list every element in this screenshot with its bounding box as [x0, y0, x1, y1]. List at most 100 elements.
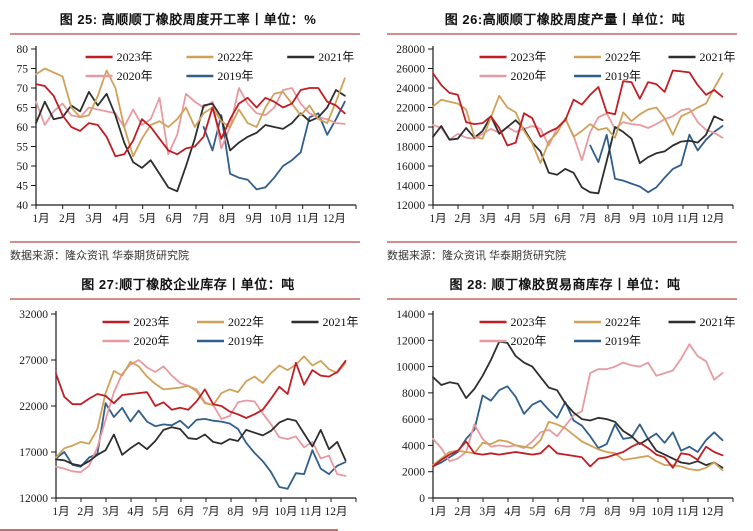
- series-line-2021年: [432, 340, 724, 469]
- x-tick-label: 12月: [325, 506, 348, 518]
- x-tick-label: 5月: [529, 506, 546, 518]
- y-tick-label: 10000: [396, 362, 425, 374]
- x-tick-label: 4月: [504, 506, 521, 518]
- y-tick-label: 22000: [396, 103, 425, 115]
- x-tick-label: 11月: [677, 213, 700, 225]
- y-tick-label: 4000: [402, 440, 425, 452]
- legend-label-2022年: 2022年: [605, 50, 641, 64]
- series-line-2019年: [55, 402, 347, 490]
- y-tick-label: 80: [17, 44, 29, 56]
- figure-28-panel: 图 28: 顺丁橡胶贸易商库存丨单位：吨 0 2000 4000 6000 8000 10…: [377, 265, 753, 531]
- series-line-2019年: [432, 385, 724, 468]
- x-tick-label: 9月: [629, 213, 646, 225]
- series-line-2021年: [432, 115, 724, 195]
- y-tick-label: 40: [17, 200, 29, 212]
- legend-label-2020年: 2020年: [511, 69, 547, 83]
- y-tick-label: 45: [17, 181, 29, 193]
- figure-26-panel: 图 26:高顺顺丁橡胶周度产量丨单位：吨 12000 14000 16000 1800…: [377, 0, 753, 265]
- series-line-2022年: [35, 67, 346, 158]
- y-tick-label: 28000: [396, 44, 425, 56]
- x-tick-label: 12月: [702, 506, 725, 518]
- series-line-2020年: [35, 87, 346, 156]
- figure-25-title: 图 25: 高顺顺丁橡胶周度开工率丨单位：%: [59, 12, 317, 27]
- y-tick-label: 2000: [402, 467, 425, 479]
- source-divider: [387, 241, 737, 243]
- x-tick-label: 11月: [677, 506, 700, 518]
- x-tick-label: 2月: [454, 506, 471, 518]
- x-tick-label: 7月: [579, 213, 596, 225]
- figure-28-chart: 0 2000 4000 6000 8000 10000 12000 14000 1月 2月 3月 4月…: [377, 302, 753, 530]
- legend-label-2023年: 2023年: [117, 50, 153, 64]
- x-tick-label: 12月: [323, 213, 346, 225]
- x-tick-label: 10月: [270, 213, 293, 225]
- series-line-2023年: [35, 83, 346, 158]
- series-line-2019年: [202, 100, 346, 191]
- series-line-2020年: [432, 107, 724, 162]
- series-line-2022年: [432, 72, 724, 164]
- x-tick-label: 6月: [177, 506, 194, 518]
- y-tick-label: 60: [17, 122, 29, 134]
- series-line-2023年: [432, 440, 724, 469]
- x-tick-label: 2月: [454, 213, 471, 225]
- figure-25-chart: 40 45 50 55 60 65 70 75 80 1月 2月 3月 4月 5月 6月 7月 8月 9月 10月 1…: [0, 37, 376, 237]
- x-tick-label: 7月: [579, 506, 596, 518]
- y-tick-label: 24000: [396, 83, 425, 95]
- x-tick-label: 3月: [102, 506, 119, 518]
- x-tick-label: 6月: [554, 506, 571, 518]
- y-tick-label: 65: [17, 103, 29, 115]
- y-tick-label: 26000: [396, 64, 425, 76]
- legend-label-2019年: 2019年: [217, 69, 253, 83]
- figure-26-chart: 12000 14000 16000 18000 20000 22000 24000 26000…: [377, 37, 753, 237]
- legend-label-2021年: 2021年: [700, 315, 736, 329]
- legend-label-2021年: 2021年: [700, 50, 736, 64]
- series-line-2023年: [55, 360, 347, 419]
- legend-label-2019年: 2019年: [605, 69, 641, 83]
- series-line-2020年: [432, 343, 724, 463]
- x-tick-label: 8月: [219, 213, 236, 225]
- y-tick-label: 12000: [19, 493, 48, 505]
- x-tick-label: 5月: [529, 213, 546, 225]
- x-tick-label: 8月: [227, 506, 244, 518]
- legend-label-2022年: 2022年: [228, 315, 264, 329]
- y-tick-label: 55: [17, 142, 29, 154]
- data-source-note: 数据来源：隆众资讯 华泰期货研究院: [10, 250, 190, 262]
- x-tick-label: 12月: [702, 213, 725, 225]
- legend-label-2019年: 2019年: [228, 334, 264, 348]
- x-tick-label: 6月: [554, 213, 571, 225]
- series-line-2023年: [432, 69, 724, 147]
- y-tick-label: 50: [17, 161, 29, 173]
- title-underline: [387, 33, 737, 35]
- y-tick-label: 20000: [396, 122, 425, 134]
- x-tick-label: 11月: [296, 213, 319, 225]
- series-line-2021年: [55, 418, 347, 467]
- y-tick-label: 8000: [402, 388, 425, 400]
- x-tick-label: 9月: [246, 213, 263, 225]
- x-tick-label: 10月: [652, 213, 675, 225]
- x-tick-label: 1月: [32, 213, 49, 225]
- x-tick-label: 10月: [652, 506, 675, 518]
- title-underline: [10, 33, 360, 35]
- legend-label-2021年: 2021年: [318, 50, 354, 64]
- legend-label-2022年: 2022年: [217, 50, 253, 64]
- y-tick-label: 22000: [19, 401, 48, 413]
- x-tick-label: 5月: [139, 213, 156, 225]
- x-tick-label: 8月: [604, 213, 621, 225]
- x-tick-label: 2月: [77, 506, 94, 518]
- figure-27-chart: 12000 17000 22000 27000 32000 1月 2月 3月 4月 5月 6月 7月 8…: [0, 302, 376, 530]
- legend-label-2020年: 2020年: [134, 334, 170, 348]
- y-tick-label: 27000: [19, 355, 48, 367]
- y-tick-label: 12000: [396, 335, 425, 347]
- figure-28-title: 图 28: 顺丁橡胶贸易商库存丨单位：吨: [449, 277, 681, 292]
- figure-27-title: 图 27:顺丁橡胶企业库存丨单位：吨: [81, 277, 295, 292]
- figure-27-panel: 图 27:顺丁橡胶企业库存丨单位：吨 12000 17000 22000 27000 3…: [0, 265, 376, 531]
- legend-label-2019年: 2019年: [605, 334, 641, 348]
- legend-label-2023年: 2023年: [134, 315, 170, 329]
- y-tick-label: 12000: [396, 200, 425, 212]
- legend-label-2020年: 2020年: [117, 69, 153, 83]
- x-tick-label: 4月: [504, 213, 521, 225]
- x-tick-label: 10月: [275, 506, 298, 518]
- x-tick-label: 2月: [59, 213, 76, 225]
- legend-label-2022年: 2022年: [605, 315, 641, 329]
- title-underline: [10, 298, 360, 300]
